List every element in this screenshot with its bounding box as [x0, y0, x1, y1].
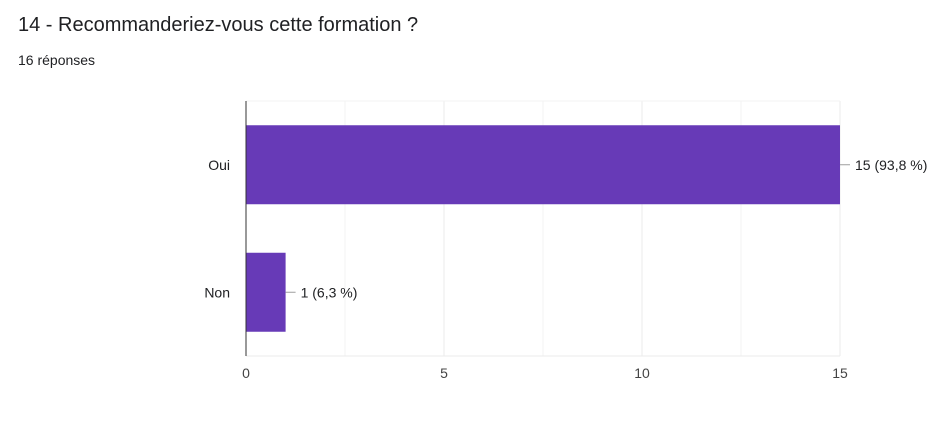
data-label: 1 (6,3 %) — [301, 284, 358, 300]
bar-oui — [246, 125, 840, 205]
question-title: 14 - Recommanderiez-vous cette formation… — [18, 14, 419, 36]
x-tick-label: 10 — [634, 365, 650, 381]
data-label: 15 (93,8 %) — [855, 157, 927, 173]
category-label: Oui — [208, 157, 230, 173]
x-tick-label: 15 — [832, 365, 848, 381]
x-tick-label: 0 — [242, 365, 250, 381]
bar-non — [246, 252, 286, 332]
response-count: 16 réponses — [18, 52, 96, 68]
x-tick-label: 5 — [440, 365, 448, 381]
category-label: Non — [204, 284, 230, 300]
